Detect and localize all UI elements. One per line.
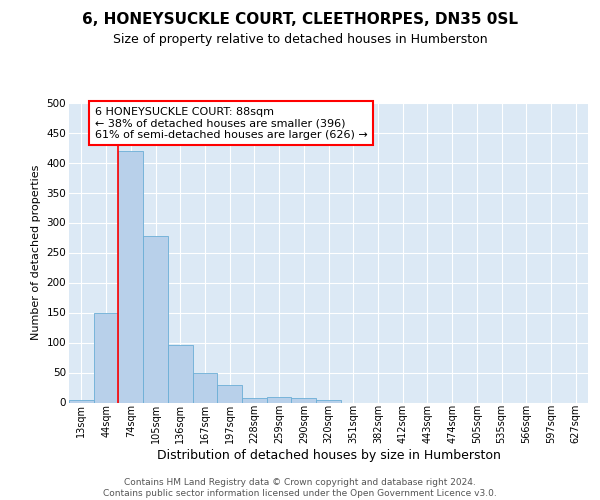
Bar	[94, 312, 118, 402]
Text: 6 HONEYSUCKLE COURT: 88sqm
← 38% of detached houses are smaller (396)
61% of sem: 6 HONEYSUCKLE COURT: 88sqm ← 38% of deta…	[95, 106, 368, 140]
Text: Size of property relative to detached houses in Humberston: Size of property relative to detached ho…	[113, 32, 487, 46]
Bar	[168, 345, 193, 403]
Bar	[118, 150, 143, 402]
Bar	[242, 398, 267, 402]
Bar	[316, 400, 341, 402]
Bar	[193, 373, 217, 402]
Bar	[267, 397, 292, 402]
X-axis label: Distribution of detached houses by size in Humberston: Distribution of detached houses by size …	[157, 449, 500, 462]
Text: 6, HONEYSUCKLE COURT, CLEETHORPES, DN35 0SL: 6, HONEYSUCKLE COURT, CLEETHORPES, DN35 …	[82, 12, 518, 28]
Bar	[143, 236, 168, 402]
Y-axis label: Number of detached properties: Number of detached properties	[31, 165, 41, 340]
Bar	[292, 398, 316, 402]
Bar	[69, 400, 94, 402]
Text: Contains HM Land Registry data © Crown copyright and database right 2024.
Contai: Contains HM Land Registry data © Crown c…	[103, 478, 497, 498]
Bar	[217, 384, 242, 402]
